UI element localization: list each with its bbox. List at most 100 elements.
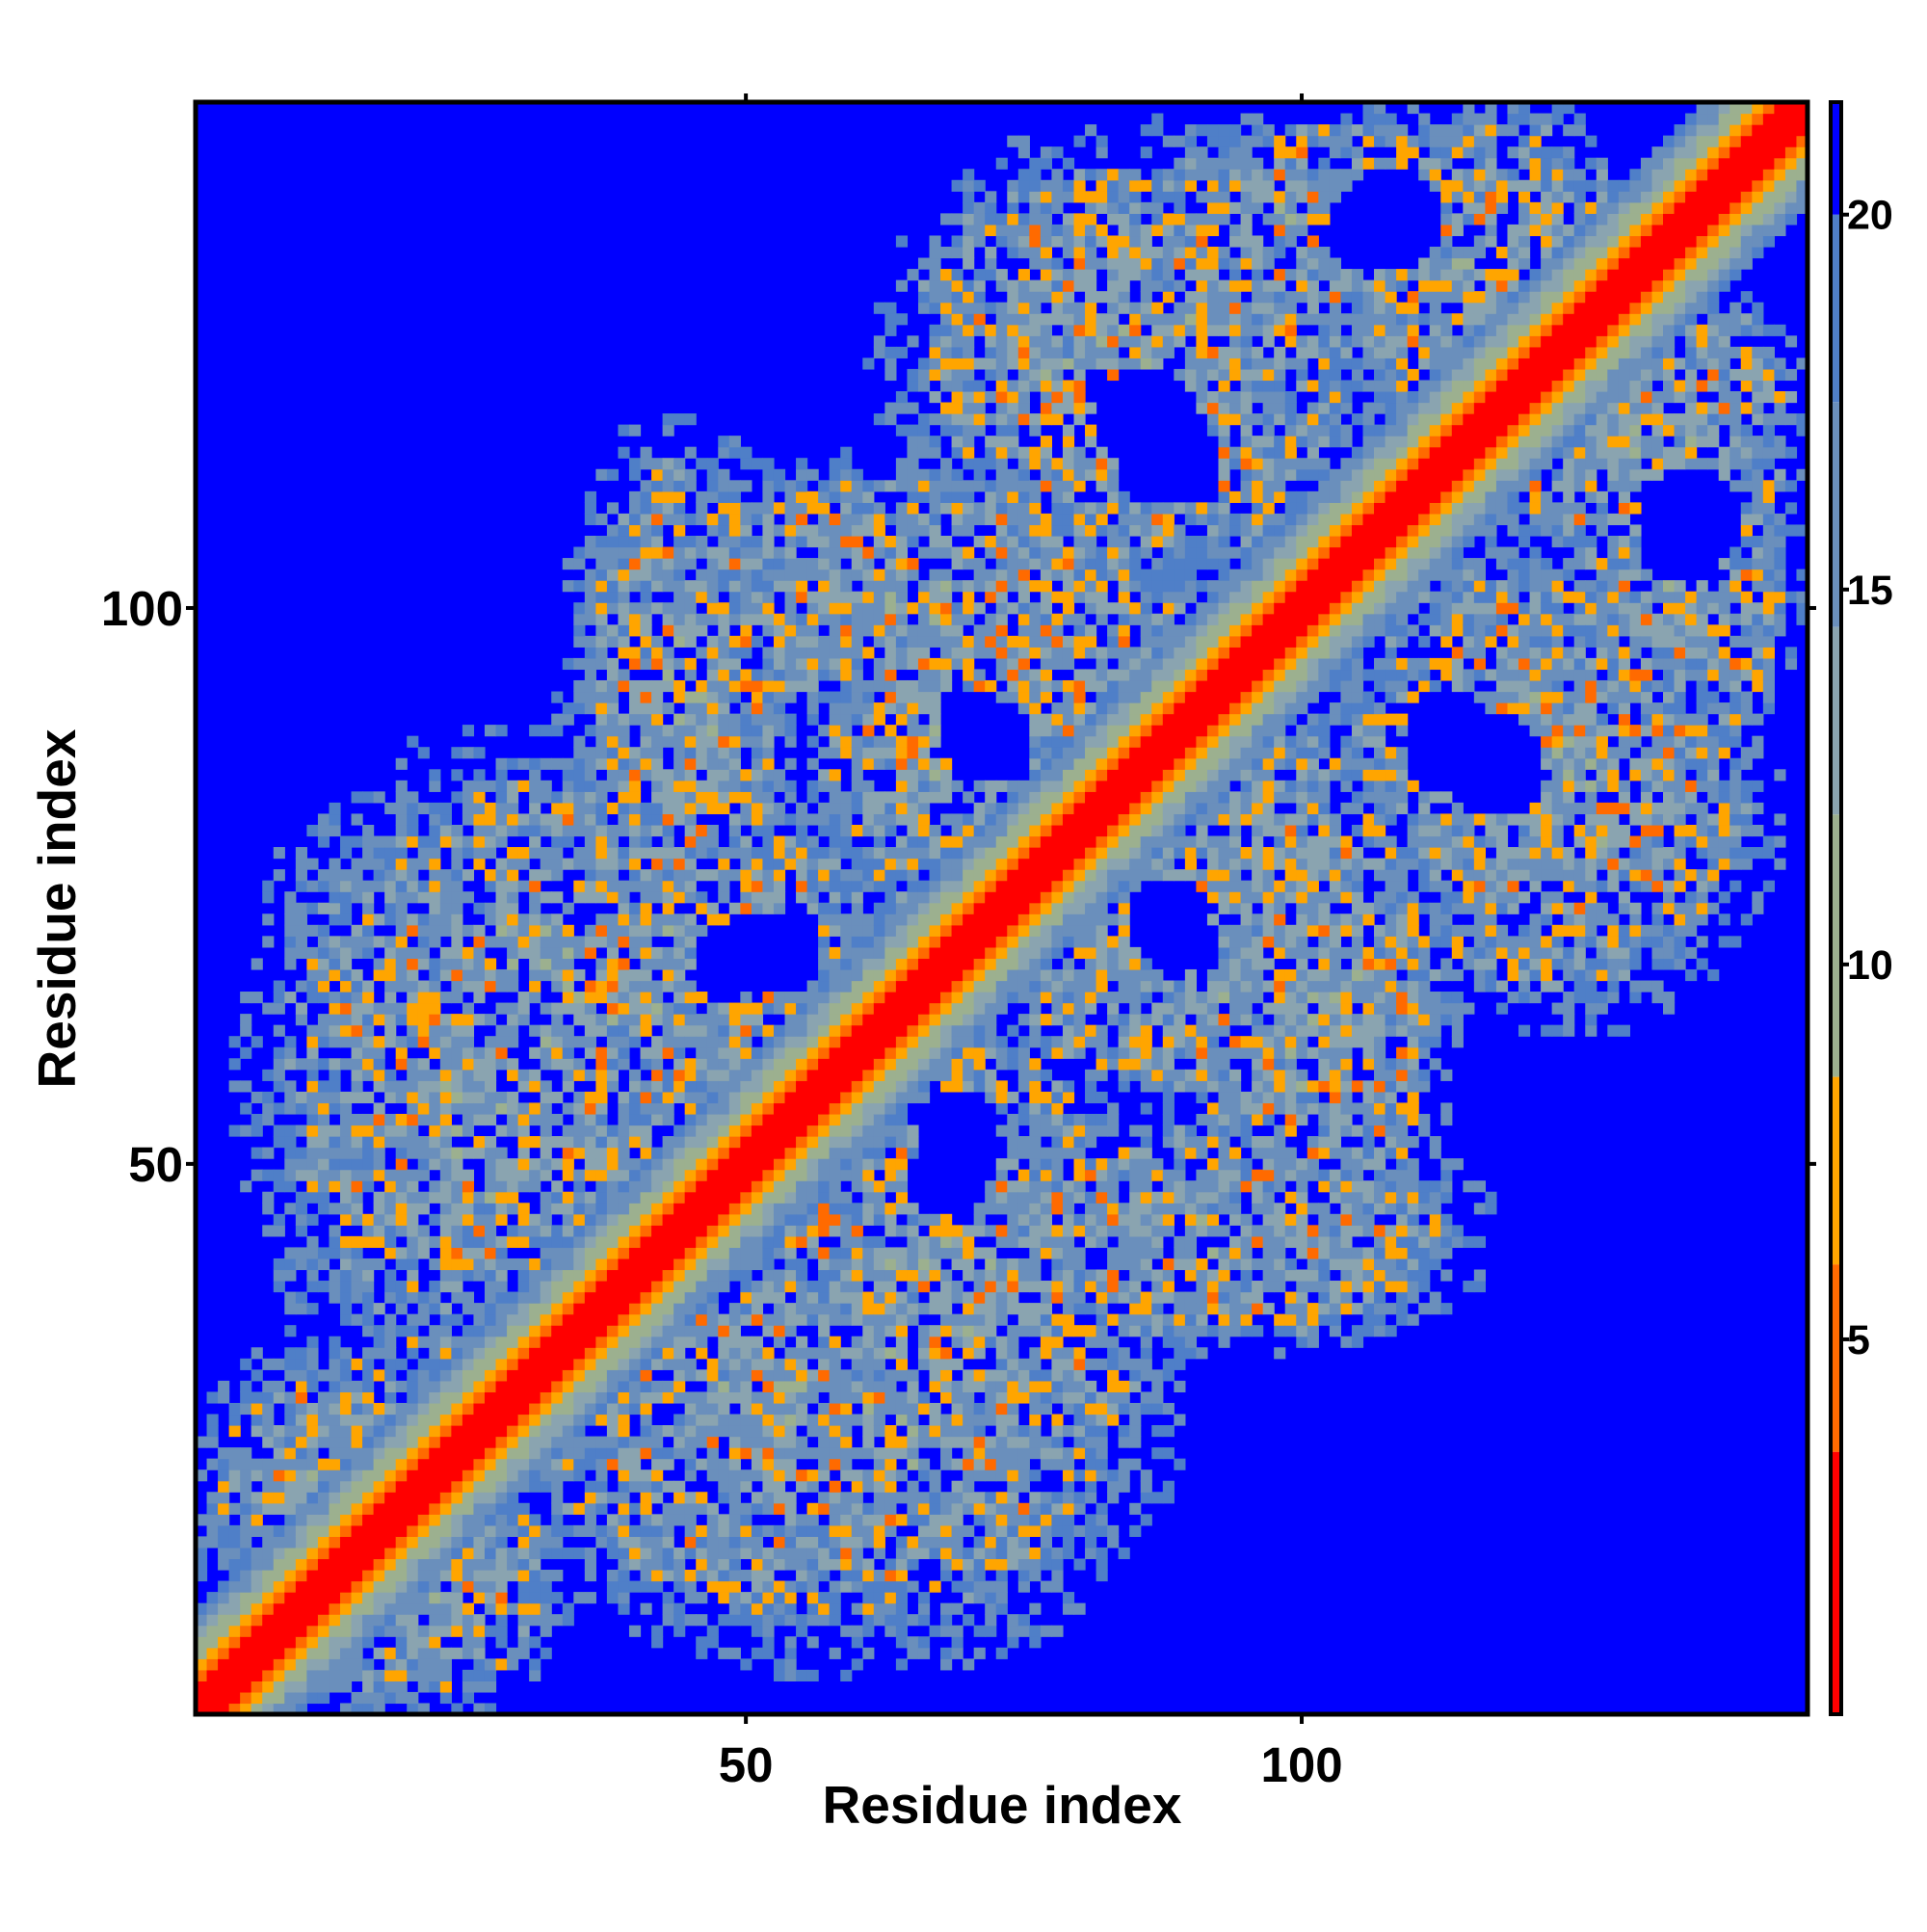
heatmap-cell [329,1158,341,1171]
heatmap-cell [818,1102,831,1115]
heatmap-cell [540,1046,552,1059]
heatmap-cell [529,1046,541,1059]
heatmap-cell [929,546,941,559]
heatmap-cell [373,1425,385,1438]
heatmap-cell [740,613,752,625]
heatmap-cell [907,1203,919,1215]
heatmap-cell [862,1002,875,1015]
heatmap-cell [740,1180,752,1193]
heatmap-cell [762,1480,775,1493]
heatmap-cell [584,1002,596,1015]
heatmap-cell [362,1213,375,1226]
heatmap-cell [907,757,919,770]
heatmap-cell [462,813,475,826]
heatmap-cell [673,535,686,548]
heatmap-cell [484,1492,497,1504]
heatmap-cell [796,1570,808,1582]
heatmap-cell [640,480,652,492]
heatmap-cell [784,602,797,615]
heatmap-cell [573,1469,586,1482]
heatmap-cell [873,1281,885,1293]
heatmap-cell [696,1291,708,1304]
heatmap-cell [929,725,941,737]
heatmap-cell [206,1436,219,1448]
heatmap-cell [273,1524,285,1537]
heatmap-cell [284,1469,297,1482]
heatmap-cell [840,1080,853,1093]
heatmap-cell [284,1391,297,1404]
heatmap-cell [273,1570,285,1582]
heatmap-cell [851,757,863,770]
heatmap-cell [529,1614,541,1627]
heatmap-cell [640,613,652,625]
heatmap-cell [818,1447,831,1460]
heatmap-cell [706,902,719,914]
heatmap-cell [829,1480,841,1493]
heatmap-cell [362,1580,375,1593]
heatmap-cell [584,1225,596,1237]
heatmap-cell [384,1592,397,1604]
heatmap-cell [529,936,541,948]
heatmap-cell [684,1580,697,1593]
heatmap-cell [895,946,909,960]
heatmap-cell [351,1391,363,1404]
heatmap-cell [351,880,363,892]
heatmap-cell [262,1602,275,1615]
heatmap-cell [706,1380,719,1392]
heatmap-cell [851,1492,863,1504]
heatmap-cell [507,1313,519,1326]
heatmap-cell [351,1480,363,1493]
heatmap-cell [373,1080,385,1093]
heatmap-cell [740,1058,752,1071]
heatmap-cell [451,1247,463,1259]
heatmap-cell [740,1291,752,1304]
heatmap-cell [673,413,686,426]
heatmap-cell [696,580,708,593]
heatmap-cell [484,1203,497,1215]
heatmap-cell [329,1002,341,1015]
heatmap-cell [295,1091,307,1104]
heatmap-cell [662,558,674,570]
heatmap-cell [917,780,931,792]
heatmap-cell [373,1480,385,1493]
heatmap-cell [895,1002,909,1015]
heatmap-cell [784,791,797,804]
heatmap-cell [240,1358,252,1370]
heatmap-cell [673,1514,686,1526]
heatmap-cell [818,524,831,537]
heatmap-cell [628,1458,642,1470]
heatmap-cell [806,1558,819,1571]
heatmap-cell [862,1592,875,1604]
heatmap-cell [673,1136,686,1149]
heatmap-cell [862,992,875,1004]
heatmap-cell [851,1602,863,1615]
heatmap-cell [673,1191,686,1204]
heatmap-cell [251,1414,263,1426]
heatmap-cell [640,1480,652,1493]
heatmap-cell [306,1458,319,1470]
heatmap-cell [662,602,674,615]
heatmap-cell [362,1058,375,1071]
heatmap-cell [618,1169,630,1181]
heatmap-cell [740,802,752,815]
heatmap-cell [573,1235,586,1249]
heatmap-cell [595,1291,608,1304]
heatmap-cell [373,791,385,804]
heatmap-cell [439,1102,452,1115]
heatmap-cell [762,992,775,1004]
heatmap-cell [929,235,941,248]
heatmap-cell [240,1125,252,1137]
heatmap-cell [851,647,863,659]
heatmap-cell [507,1058,519,1071]
heatmap-cell [584,1257,596,1271]
heatmap-cell [595,980,608,992]
heatmap-cell [818,513,831,526]
heatmap-cell [907,269,919,281]
heatmap-cell [728,1002,741,1015]
heatmap-cell [762,791,775,804]
heatmap-cell [218,1469,230,1482]
heatmap-cell [529,1447,541,1460]
heatmap-cell [407,1414,419,1426]
heatmap-cell [196,1558,208,1571]
heatmap-cell [696,679,708,693]
